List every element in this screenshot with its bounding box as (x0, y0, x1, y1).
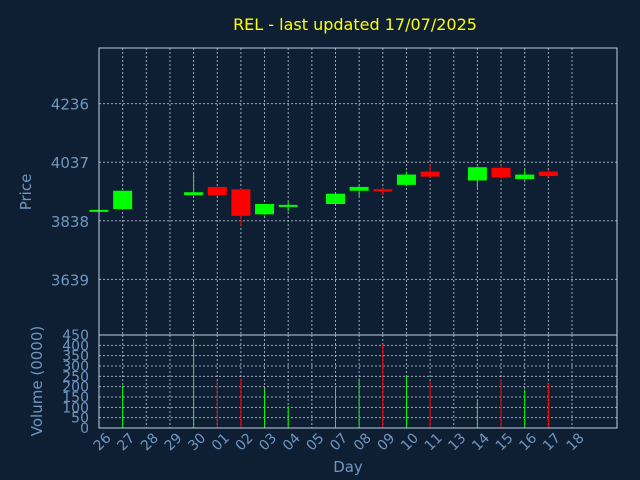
volume-tick-label-450: 450 (62, 328, 89, 344)
volume-tick-label-400: 400 (62, 338, 89, 354)
volume-axis-label: Volume (0000) (28, 326, 46, 436)
candle-body-17 (538, 171, 558, 177)
candle-16 (515, 170, 535, 181)
candle-01 (207, 186, 227, 197)
price-tick-labels: 3639 3838 4037 4236 (51, 96, 89, 290)
candle-15 (491, 164, 511, 179)
candlestick-series (89, 164, 558, 227)
candle-body-10 (396, 174, 416, 185)
candle-09 (373, 186, 393, 196)
candle-body-07 (326, 193, 345, 205)
price-axis-label: Price (17, 174, 35, 211)
price-tick-label-4236: 4236 (51, 96, 89, 114)
candle-body-30 (184, 192, 204, 196)
candle-body-03 (255, 204, 275, 215)
candle-body-01 (207, 186, 227, 196)
candle-10 (396, 171, 416, 187)
candle-14 (467, 166, 487, 188)
candle-07 (326, 193, 345, 205)
candle-27 (113, 190, 133, 210)
candle-04 (278, 201, 298, 212)
candle-17 (538, 170, 558, 177)
candle-body-08 (349, 186, 369, 191)
price-tick-label-3639: 3639 (51, 271, 89, 289)
volume-tick-label-200: 200 (62, 380, 89, 396)
day-axis-label: Day (333, 458, 363, 476)
volume-tick-label-0: 0 (80, 421, 89, 437)
price-tick-label-4037: 4037 (51, 154, 89, 172)
candle-03 (255, 204, 275, 216)
candle-08 (349, 184, 369, 197)
volume-tick-label-150: 150 (62, 390, 89, 406)
candle-body-11 (420, 171, 440, 177)
volume-tick-label-300: 300 (62, 359, 89, 375)
volume-bars (122, 339, 549, 428)
candle-body-02 (231, 189, 251, 216)
chart-title: REL - last updated 17/07/2025 (233, 15, 477, 34)
candle-body-14 (467, 167, 487, 181)
candle-body-15 (491, 167, 511, 178)
candle-02 (231, 188, 251, 227)
candle-body-04 (278, 204, 298, 207)
candle-body-27 (113, 190, 133, 210)
candle-30 (184, 173, 204, 196)
candle-body-09 (373, 189, 393, 192)
candle-body-16 (515, 174, 535, 179)
volume-tick-label-350: 350 (62, 349, 89, 365)
volume-plot-frame (98, 334, 618, 429)
price-tick-label-3838: 3838 (51, 213, 89, 231)
volume-tick-label-100: 100 (62, 400, 89, 416)
candle-11 (420, 164, 440, 178)
volume-tick-label-50: 50 (71, 411, 89, 427)
volume-tick-label-250: 250 (62, 369, 89, 385)
